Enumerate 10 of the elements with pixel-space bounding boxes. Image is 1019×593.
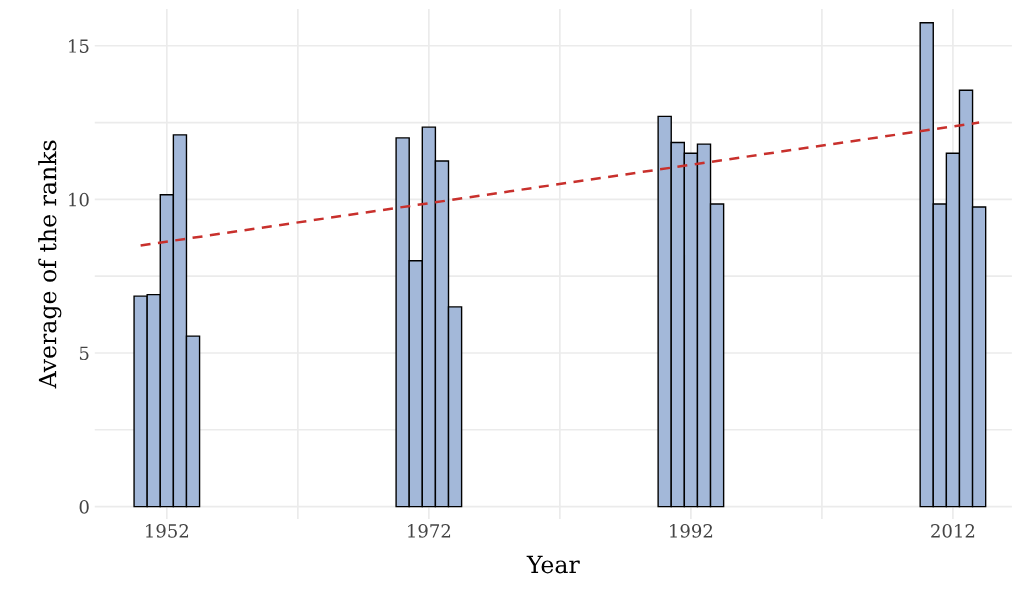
x-axis-title: Year [526,555,580,574]
x-tick-label: 1952 [146,524,189,538]
y-tick-label: 0 [79,500,89,514]
x-tick-label: 1972 [408,524,451,538]
x-tick-label: 2012 [931,524,975,538]
y-axis-title: Average of the ranks [38,140,62,389]
x-tick-label: 1992 [670,524,713,538]
y-tick-label: 15 [69,39,89,53]
y-tick-label: 5 [79,346,89,361]
y-tick-label: 10 [69,192,89,207]
